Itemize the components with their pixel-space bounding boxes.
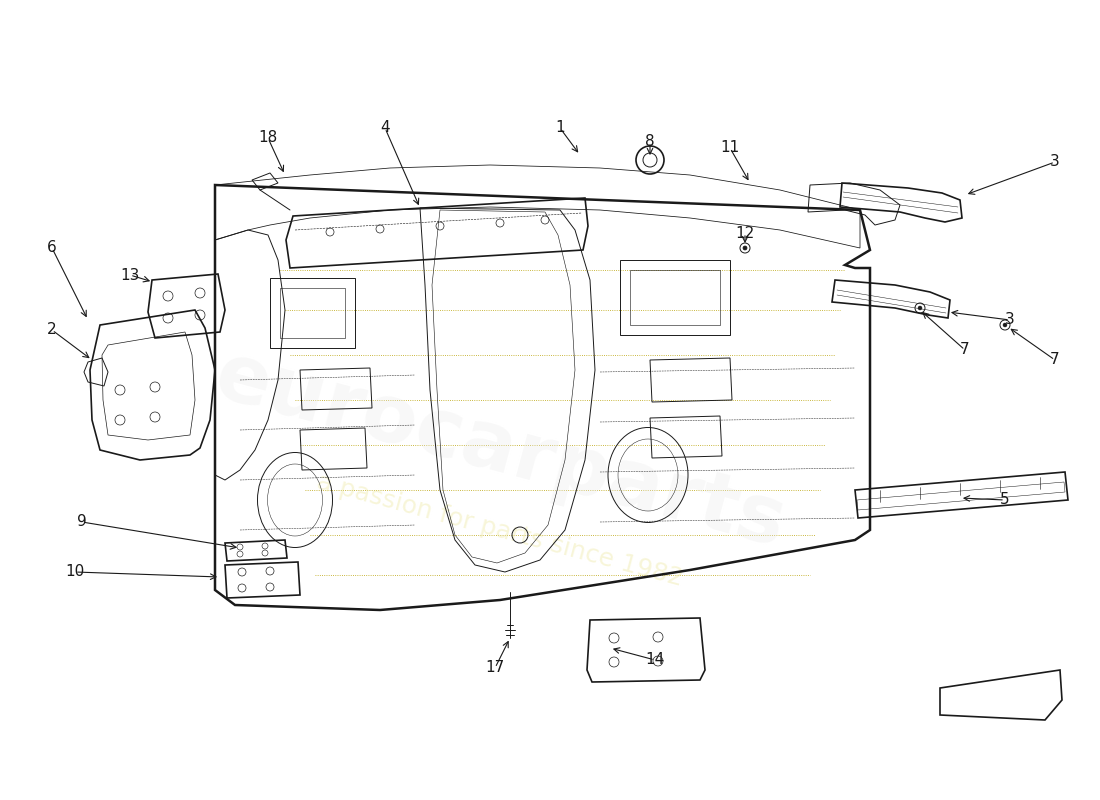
Text: 7: 7 [960,342,970,358]
Text: 7: 7 [1050,353,1059,367]
Text: 17: 17 [485,661,505,675]
Circle shape [1003,323,1006,327]
Text: 10: 10 [65,565,85,579]
Text: 1: 1 [556,121,564,135]
Text: a passion for parts since 1982: a passion for parts since 1982 [315,470,686,590]
Text: 5: 5 [1000,493,1010,507]
Text: 2: 2 [47,322,57,338]
Text: 13: 13 [120,267,140,282]
Text: 11: 11 [720,141,739,155]
Circle shape [742,246,747,250]
Text: 12: 12 [736,226,755,241]
Text: 18: 18 [258,130,277,146]
Text: 4: 4 [381,121,389,135]
Circle shape [918,306,922,310]
Text: 8: 8 [646,134,654,150]
Text: 9: 9 [77,514,87,530]
Text: 3: 3 [1005,313,1015,327]
Text: eurocarparts: eurocarparts [206,336,794,564]
Text: 6: 6 [47,241,57,255]
Text: 3: 3 [1050,154,1060,170]
Text: 14: 14 [646,653,664,667]
